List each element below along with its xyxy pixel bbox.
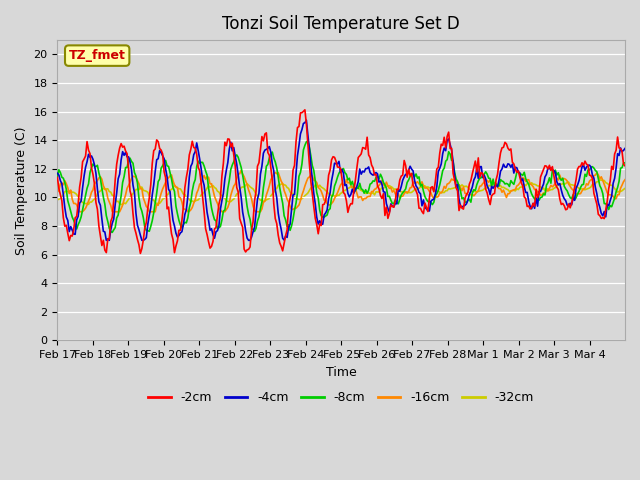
-8cm: [348, 179, 356, 184]
-2cm: [620, 161, 627, 167]
-8cm: [73, 226, 81, 232]
-32cm: [73, 192, 81, 197]
-8cm: [304, 138, 312, 144]
-8cm: [91, 163, 99, 169]
-2cm: [621, 163, 629, 168]
X-axis label: Time: Time: [326, 366, 356, 379]
-2cm: [73, 214, 81, 219]
-16cm: [237, 168, 245, 173]
-16cm: [461, 191, 468, 196]
-2cm: [301, 107, 308, 113]
Text: TZ_fmet: TZ_fmet: [68, 49, 125, 62]
-8cm: [621, 160, 629, 166]
Line: -2cm: -2cm: [58, 110, 625, 253]
Y-axis label: Soil Temperature (C): Soil Temperature (C): [15, 126, 28, 254]
-4cm: [348, 186, 356, 192]
-4cm: [91, 162, 99, 168]
-32cm: [91, 196, 99, 202]
-4cm: [102, 238, 110, 243]
-8cm: [545, 175, 553, 180]
-32cm: [117, 202, 125, 207]
-16cm: [545, 185, 553, 191]
-4cm: [461, 203, 468, 208]
-16cm: [620, 179, 627, 185]
-8cm: [620, 160, 627, 166]
-2cm: [348, 201, 356, 207]
-32cm: [620, 187, 627, 192]
-32cm: [621, 185, 629, 191]
-2cm: [545, 162, 553, 168]
-32cm: [544, 186, 552, 192]
-4cm: [303, 117, 310, 123]
-32cm: [460, 183, 467, 189]
Line: -32cm: -32cm: [58, 180, 625, 204]
-2cm: [136, 251, 144, 256]
-4cm: [54, 170, 61, 176]
-4cm: [620, 147, 627, 153]
-2cm: [91, 181, 99, 187]
Line: -16cm: -16cm: [58, 170, 625, 212]
-16cm: [621, 177, 629, 182]
-4cm: [621, 145, 629, 151]
-8cm: [54, 173, 61, 179]
-16cm: [54, 189, 61, 195]
Legend: -2cm, -4cm, -8cm, -16cm, -32cm: -2cm, -4cm, -8cm, -16cm, -32cm: [143, 386, 539, 409]
-32cm: [347, 184, 355, 190]
-8cm: [461, 199, 468, 204]
-16cm: [76, 209, 83, 215]
-16cm: [73, 202, 81, 207]
-16cm: [92, 180, 100, 185]
-2cm: [54, 175, 61, 180]
-4cm: [545, 166, 553, 172]
Title: Tonzi Soil Temperature Set D: Tonzi Soil Temperature Set D: [222, 15, 460, 33]
-32cm: [596, 177, 604, 183]
-16cm: [348, 185, 356, 191]
Line: -8cm: -8cm: [58, 141, 625, 232]
-4cm: [73, 217, 81, 223]
-2cm: [461, 196, 468, 202]
-8cm: [108, 229, 116, 235]
-32cm: [54, 197, 61, 203]
Line: -4cm: -4cm: [58, 120, 625, 240]
